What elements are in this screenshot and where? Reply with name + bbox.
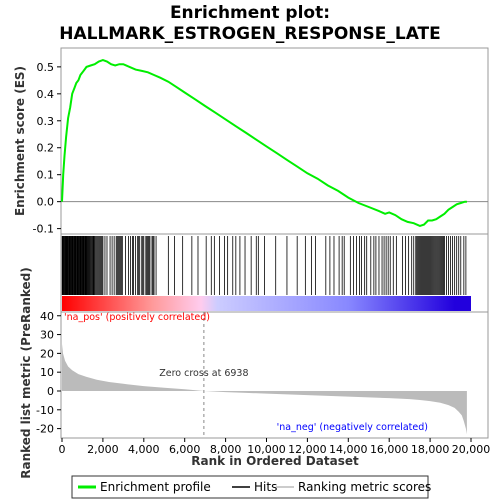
metric-y-tick-label: 10 [40,366,54,379]
zero-cross-label: Zero cross at 6938 [159,368,248,379]
x-tick-label: 16,000 [370,443,409,456]
es-y-tick-label: 0.2 [37,142,55,155]
metric-y-axis-ticks: 40 30 20 10 0 -10 -20 [36,310,61,436]
metric-y-tick-label: 40 [40,310,54,323]
hit-marks-group [61,236,467,295]
x-tick-label: 4,000 [128,443,160,456]
es-y-tick-label: 0.0 [37,196,55,209]
negative-correlation-label: 'na_neg' (negatively correlated) [277,422,428,433]
positive-correlation-label: 'na_pos' (positively correlated) [64,312,210,323]
legend-label-hits: Hits [254,480,277,494]
es-y-tick-label: 0.4 [37,88,55,101]
chart-title-line2: HALLMARK_ESTROGEN_RESPONSE_LATE [59,24,441,44]
es-y-tick-label: 0.3 [37,115,55,128]
x-tick-label: 18,000 [411,443,450,456]
ranking-metric-area [62,344,467,435]
x-tick-label: 8,000 [210,443,242,456]
enrichment-profile-line [61,59,467,227]
metric-y-tick-label: 0 [47,385,54,398]
metric-y-tick-label: 30 [40,329,54,342]
metric-y-axis-title: Ranked list metric (PreRanked) [19,267,33,479]
x-tick-label: 12,000 [288,443,327,456]
x-tick-label: 2,000 [87,443,119,456]
es-y-axis-ticks: 0.5 0.4 0.3 0.2 0.1 0.0 -0.1 [33,61,61,236]
x-tick-label: 14,000 [329,443,368,456]
legend-label-ranking-metric: Ranking metric scores [298,480,431,494]
x-axis-title: Rank in Ordered Dataset [191,454,359,468]
x-axis-ticks: 0 2,000 4,000 6,000 8,000 10,000 12,000 14,000 1… [59,438,491,456]
metric-y-tick-label: 20 [40,347,54,360]
chart-title-line1: Enrichment plot: [170,3,330,23]
es-y-tick-label: 0.5 [37,61,55,74]
x-tick-label: 0 [59,443,66,456]
metric-panel-frame [60,311,489,439]
es-y-tick-label: -0.1 [33,223,54,236]
ranked-list-color-bar [62,296,471,311]
es-panel-frame [60,47,489,235]
x-tick-label: 6,000 [169,443,201,456]
x-tick-label: 10,000 [247,443,286,456]
metric-y-tick-label: -20 [36,423,54,436]
es-y-tick-label: 0.1 [37,169,55,182]
metric-y-tick-label: -10 [36,404,54,417]
es-y-axis-title: Enrichment score (ES) [13,66,27,216]
x-tick-label: 20,000 [452,443,491,456]
legend-label-enrichment-profile: Enrichment profile [100,480,211,494]
